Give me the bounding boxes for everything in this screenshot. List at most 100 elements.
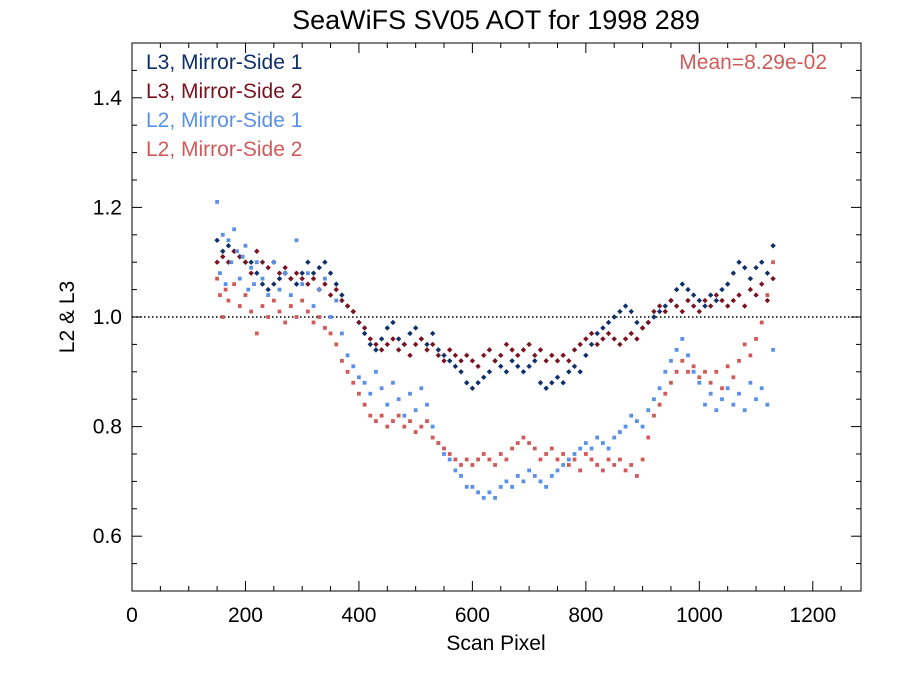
data-point [662, 308, 668, 315]
data-point [656, 308, 663, 315]
data-point [748, 380, 753, 385]
data-point [703, 369, 707, 374]
data-point [538, 479, 543, 484]
data-point [730, 297, 737, 304]
data-point [357, 391, 361, 396]
data-point [225, 243, 232, 249]
data-point [446, 347, 453, 353]
data-point [446, 358, 453, 364]
data-point [327, 292, 334, 298]
data-point [623, 424, 628, 429]
data-point [424, 347, 430, 353]
data-point [345, 353, 350, 358]
data-point [742, 303, 748, 309]
data-point [588, 341, 595, 348]
data-point [395, 336, 402, 342]
data-point [486, 369, 493, 375]
data-point [476, 490, 480, 495]
data-point [509, 358, 515, 364]
data-point [402, 424, 407, 429]
data-point [464, 352, 470, 359]
data-point [260, 304, 265, 308]
data-point [266, 293, 271, 297]
data-point [520, 369, 527, 375]
data-point [707, 292, 714, 298]
data-point [367, 341, 373, 348]
data-point [662, 303, 668, 309]
x-tick-label: 400 [341, 604, 376, 627]
data-point [322, 326, 327, 330]
data-point [430, 435, 435, 440]
data-point [408, 419, 412, 424]
data-point [232, 282, 237, 287]
data-point [583, 336, 589, 342]
x-tick-label: 800 [568, 604, 603, 627]
data-point [646, 435, 651, 440]
data-point [651, 308, 657, 315]
data-point [260, 276, 265, 281]
data-point [486, 347, 493, 353]
data-point [385, 424, 390, 429]
data-point [589, 446, 594, 451]
data-point [770, 275, 776, 282]
data-point [594, 330, 600, 337]
y-tick-label: 1.2 [93, 196, 122, 219]
data-point [635, 419, 639, 424]
data-point [373, 347, 379, 353]
data-point [503, 341, 510, 348]
data-point [771, 347, 775, 352]
data-point [537, 347, 544, 353]
data-point [237, 304, 242, 308]
data-point [223, 282, 228, 287]
data-point [572, 452, 577, 456]
data-point [628, 308, 634, 315]
data-point [560, 380, 566, 386]
y-tick-label: 0.8 [93, 416, 122, 439]
data-point [385, 402, 390, 407]
data-point [441, 358, 447, 364]
data-point [736, 259, 742, 265]
data-point [374, 419, 378, 424]
data-point [605, 330, 612, 337]
data-point [690, 292, 697, 298]
data-point [713, 297, 720, 304]
data-point [696, 308, 703, 315]
data-point [340, 358, 344, 363]
data-point [555, 457, 560, 462]
data-point [442, 452, 446, 456]
data-point [544, 452, 549, 456]
data-point [220, 315, 225, 319]
data-point [566, 369, 572, 375]
data-point [390, 319, 396, 326]
data-point [703, 402, 707, 407]
data-point [731, 402, 736, 407]
data-point [589, 457, 594, 462]
data-point [578, 468, 583, 473]
data-point [334, 342, 339, 347]
data-point [600, 468, 605, 473]
data-point [736, 292, 742, 298]
data-point [218, 271, 222, 276]
data-point [487, 490, 492, 495]
data-point [532, 352, 538, 359]
data-point [249, 265, 254, 270]
y-axis-label: L2 & L3 [56, 281, 79, 353]
data-point [367, 336, 373, 342]
y-tick-label: 0.6 [93, 525, 122, 548]
data-point [679, 281, 685, 287]
data-point [617, 457, 622, 462]
data-point [469, 358, 476, 364]
data-point [691, 364, 696, 369]
data-point [476, 457, 480, 462]
data-point [538, 457, 543, 462]
x-tick-label: 0 [126, 604, 138, 627]
data-point [243, 293, 248, 297]
data-point [498, 363, 504, 370]
data-point [265, 286, 271, 293]
data-point [305, 281, 311, 287]
data-point [697, 380, 702, 385]
data-point [629, 413, 634, 418]
data-point [229, 260, 234, 265]
data-point [714, 369, 719, 374]
data-point [770, 243, 776, 249]
